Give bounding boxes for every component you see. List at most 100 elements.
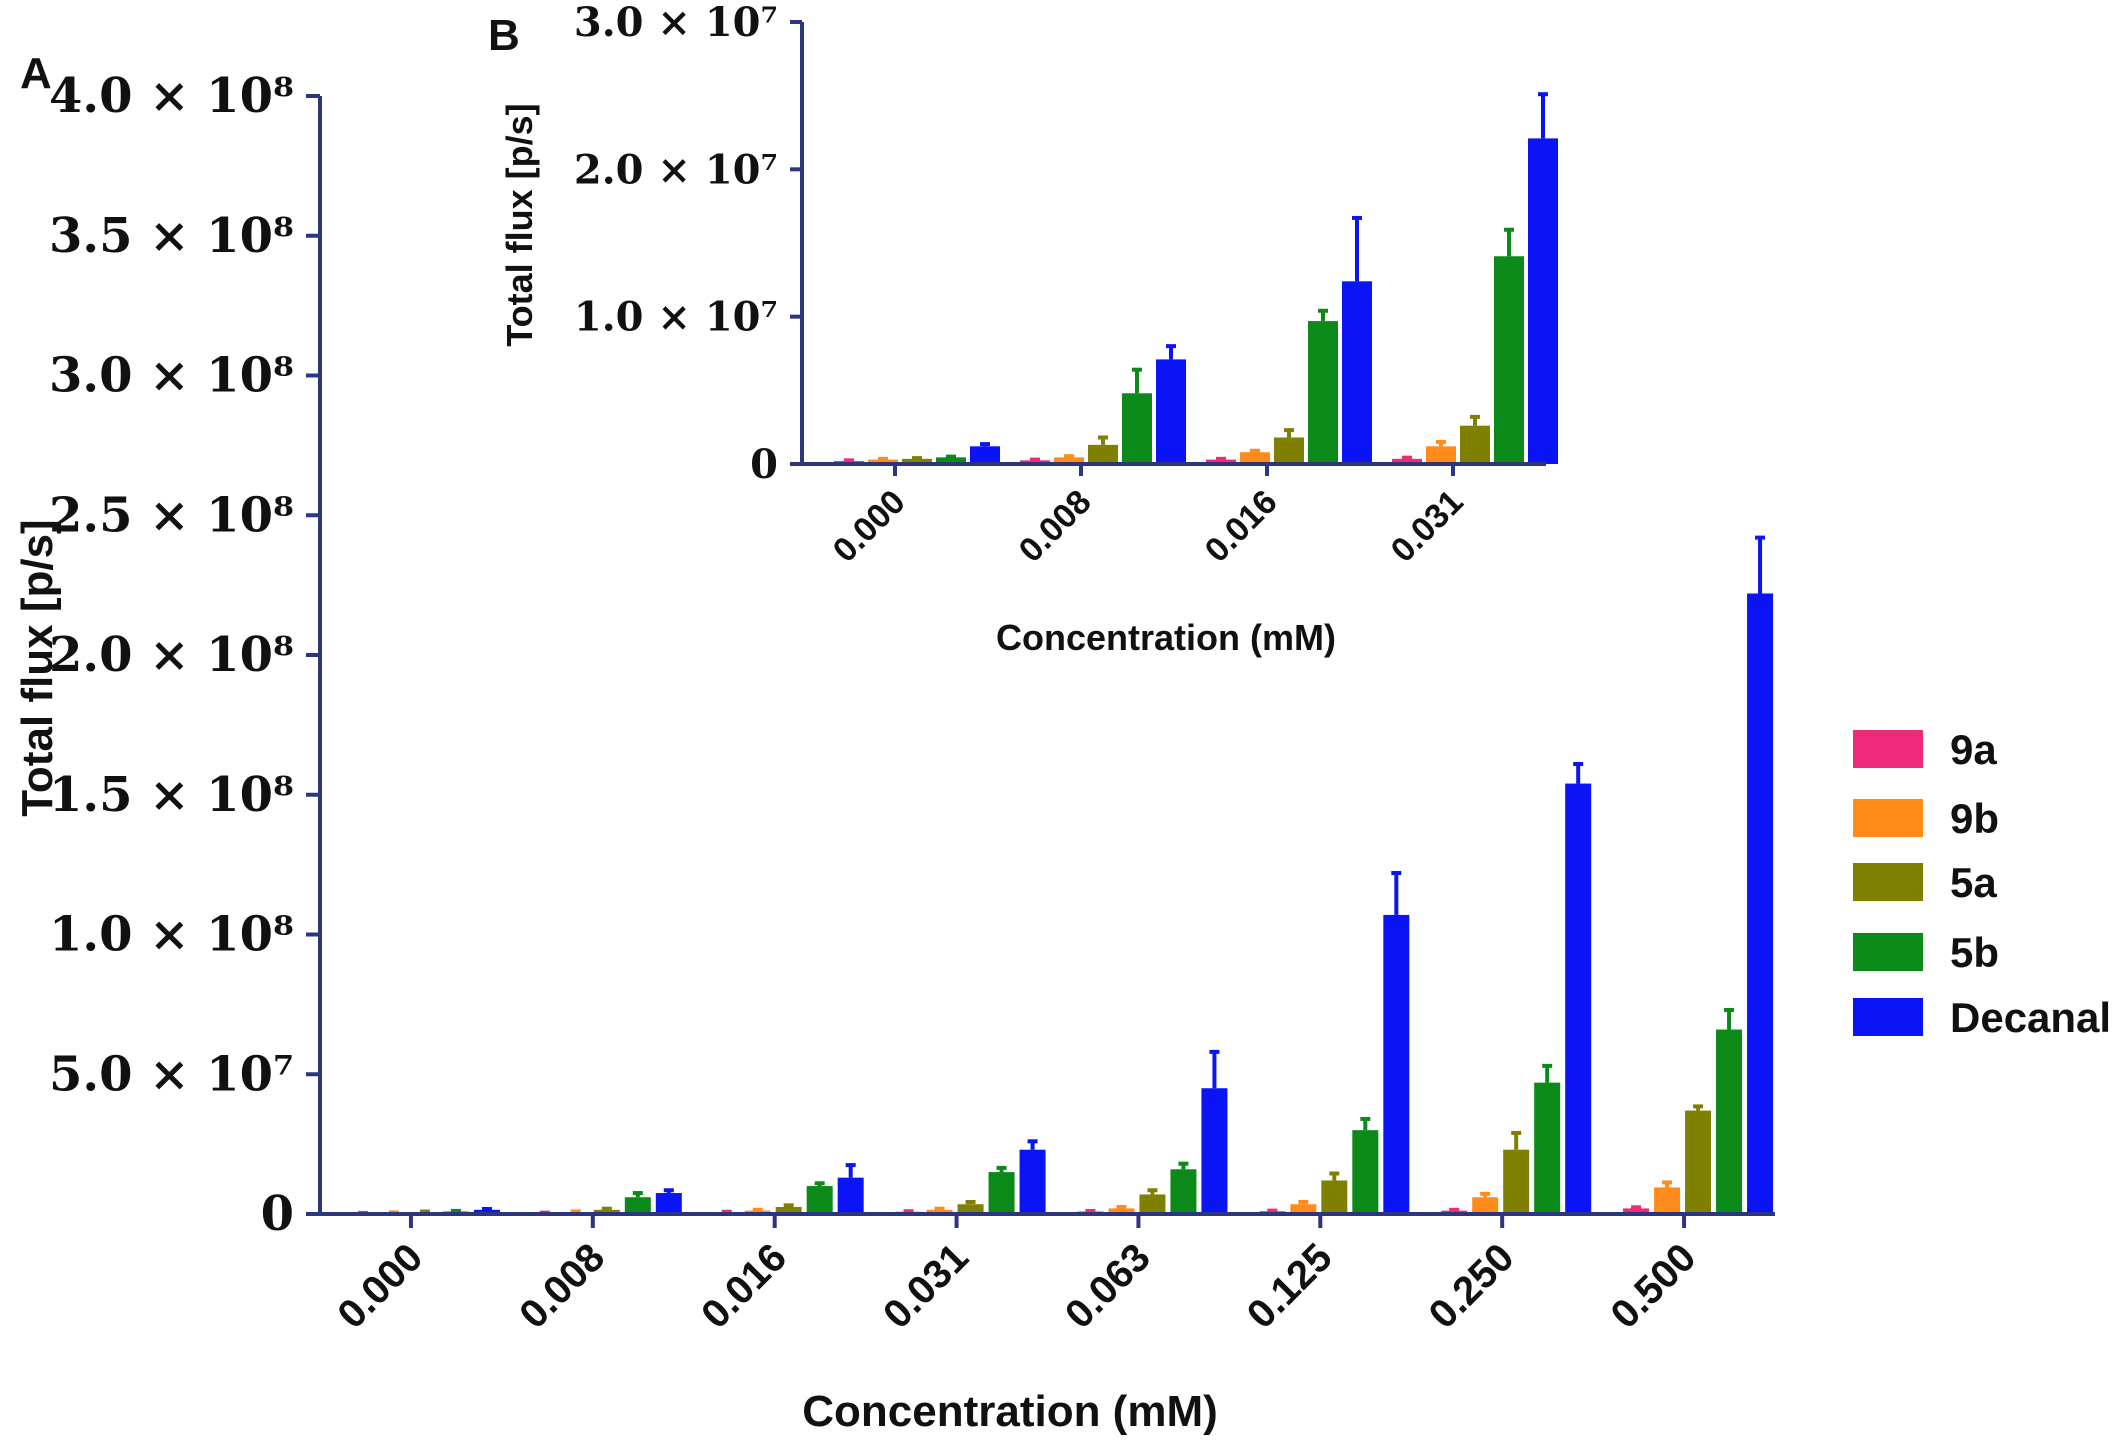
bar-5b xyxy=(1716,1029,1743,1214)
panel-b-y-tick-labels: 0 1.0 × 10⁷ 2.0 × 10⁷ 3.0 × 10⁷ xyxy=(574,0,778,488)
bar-5b xyxy=(1308,321,1338,464)
y-tick-label: 3.0 × 10⁸ xyxy=(49,348,294,404)
panel-b-bars xyxy=(834,92,1558,465)
legend-item-decanal: Decanal xyxy=(1853,994,2111,1041)
bar-decanal xyxy=(473,1209,500,1214)
bar-5b xyxy=(1170,1169,1197,1214)
bar-5b xyxy=(624,1197,651,1214)
panel-b-y-axis-title: Total flux [p/s] xyxy=(499,103,540,346)
panel-a-y-axis-title: Total flux [p/s] xyxy=(13,519,62,816)
bar-5a xyxy=(1503,1149,1530,1214)
y-tick-label: 3.5 × 10⁸ xyxy=(49,208,294,264)
legend-item-9b: 9b xyxy=(1853,795,1999,842)
bar-decanal xyxy=(837,1177,864,1214)
x-tick-label: 0.125 xyxy=(1239,1235,1341,1337)
bar-5a xyxy=(1685,1110,1712,1214)
legend-label-5b: 5b xyxy=(1950,929,1999,976)
bar-5b xyxy=(1352,1130,1379,1214)
bar-5a xyxy=(1460,425,1490,464)
bar-9a xyxy=(1623,1208,1650,1214)
panel-b-axes xyxy=(790,20,1546,476)
legend-swatch-5a xyxy=(1853,863,1923,901)
bar-9b xyxy=(868,459,898,464)
panel-a-bars xyxy=(349,535,1774,1215)
bar-decanal xyxy=(970,446,1000,464)
bar-5a xyxy=(1139,1194,1166,1214)
bar-9b xyxy=(1240,452,1270,464)
bar-decanal xyxy=(1747,593,1774,1214)
bar-9b xyxy=(926,1209,953,1214)
legend-item-5b: 5b xyxy=(1853,929,1999,976)
bar-9b xyxy=(1108,1208,1135,1214)
bar-5b xyxy=(936,457,966,464)
x-tick-label: 0.016 xyxy=(1198,483,1285,570)
bar-decanal xyxy=(1528,138,1558,465)
legend-label-5a: 5a xyxy=(1950,859,1997,906)
y-tick-label: 4.0 × 10⁸ xyxy=(49,68,294,124)
y-tick-label: 1.0 × 10⁸ xyxy=(49,907,294,963)
bar-5b xyxy=(1122,393,1152,464)
legend-label-decanal: Decanal xyxy=(1950,994,2111,1041)
legend-swatch-9b xyxy=(1853,799,1923,837)
panel-a-axes xyxy=(306,94,1775,1228)
x-tick-label: 0.063 xyxy=(1057,1235,1159,1337)
bar-5a xyxy=(1274,437,1304,464)
legend-item-9a: 9a xyxy=(1853,726,1997,773)
x-tick-label: 0.500 xyxy=(1603,1235,1705,1337)
bar-5b xyxy=(1494,256,1524,464)
legend-swatch-9a xyxy=(1853,730,1923,768)
panel-b-label: B xyxy=(488,11,520,60)
bar-decanal xyxy=(1019,1149,1046,1214)
y-tick-label: 2.0 × 10⁸ xyxy=(49,627,294,683)
bar-9b xyxy=(1054,457,1084,464)
y-tick-label: 2.0 × 10⁷ xyxy=(574,146,778,193)
x-tick-label: 0.016 xyxy=(693,1235,795,1337)
bar-decanal xyxy=(1156,359,1186,464)
legend-swatch-decanal xyxy=(1853,998,1923,1036)
y-tick-label: 0 xyxy=(750,441,778,488)
x-tick-label: 0.031 xyxy=(1384,483,1471,570)
bar-5b xyxy=(988,1172,1015,1214)
panel-a-x-tick-labels: 0.000 0.008 0.016 0.031 0.063 0.125 0.250 0.500 xyxy=(329,1235,1704,1337)
legend-swatch-5b xyxy=(1853,933,1923,971)
bar-decanal xyxy=(1565,783,1592,1214)
x-tick-label: 0.000 xyxy=(826,483,913,570)
bar-5a xyxy=(593,1209,620,1214)
bar-9b xyxy=(1426,446,1456,464)
y-tick-label: 2.5 × 10⁸ xyxy=(49,487,294,543)
x-tick-label: 0.000 xyxy=(329,1235,431,1337)
bar-5a xyxy=(1088,444,1118,464)
y-tick-label: 1.0 × 10⁷ xyxy=(574,294,778,341)
legend-label-9b: 9b xyxy=(1950,795,1999,842)
bar-9b xyxy=(1290,1204,1317,1214)
bar-5a xyxy=(957,1204,984,1214)
y-tick-label: 3.0 × 10⁷ xyxy=(574,0,778,46)
x-tick-label: 0.008 xyxy=(511,1235,613,1337)
bar-decanal xyxy=(655,1193,682,1214)
bar-9b xyxy=(1472,1197,1499,1214)
panel-b-x-tick-labels: 0.000 0.008 0.016 0.031 xyxy=(826,483,1471,570)
legend-label-9a: 9a xyxy=(1950,726,1997,773)
bar-9a xyxy=(1206,459,1236,464)
legend-item-5a: 5a xyxy=(1853,859,1997,906)
y-tick-label: 5.0 × 10⁷ xyxy=(49,1046,294,1102)
bar-5b xyxy=(806,1186,833,1214)
bar-decanal xyxy=(1342,281,1372,464)
y-tick-label: 1.5 × 10⁸ xyxy=(49,767,294,823)
x-tick-label: 0.250 xyxy=(1421,1235,1523,1337)
x-tick-label: 0.008 xyxy=(1012,483,1099,570)
panel-a-x-axis-title: Concentration (mM) xyxy=(802,1387,1218,1436)
y-tick-label: 0 xyxy=(261,1186,294,1242)
panel-a-label: A xyxy=(20,49,52,98)
legend: 9a 9b 5a 5b Decanal xyxy=(1853,726,2111,1041)
x-tick-label: 0.031 xyxy=(875,1235,977,1337)
bar-9a xyxy=(1392,458,1422,464)
bar-5b xyxy=(1534,1082,1561,1214)
bar-decanal xyxy=(1201,1088,1228,1214)
panel-b-chart: B Total flux [p/s] Concentration (mM) 0 1… xyxy=(488,0,1558,658)
panel-a-y-tick-labels: 0 5.0 × 10⁷ 1.0 × 10⁸ 1.5 × 10⁸ 2.0 × 10⁸ 2.5… xyxy=(49,68,294,1242)
bar-5a xyxy=(1321,1180,1348,1214)
bar-5a xyxy=(775,1207,802,1214)
bar-5a xyxy=(902,458,932,464)
